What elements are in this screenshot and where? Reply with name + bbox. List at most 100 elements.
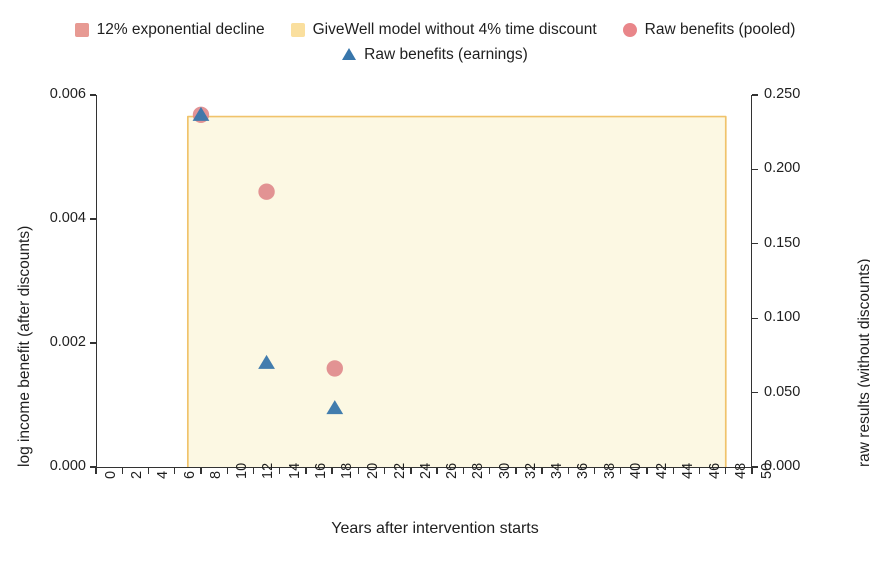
- y-axis-left-tick: [90, 94, 96, 96]
- y-axis-left-tick: [90, 466, 96, 468]
- x-axis-tick-label: 44: [680, 462, 697, 479]
- y-axis-right-spine: [751, 95, 753, 468]
- x-axis-tick-label: 50: [759, 462, 775, 479]
- x-axis-tick: [305, 468, 307, 474]
- legend-label: Raw benefits (pooled): [644, 21, 796, 38]
- x-axis-spine: [96, 467, 753, 469]
- x-axis-tick: [593, 468, 596, 474]
- legend-item-exponential-decline[interactable]: 12% exponential decline: [74, 21, 265, 38]
- x-axis-tick: [252, 468, 255, 474]
- x-axis-tick-label: 48: [732, 462, 749, 479]
- x-axis-tick: [383, 468, 386, 474]
- x-axis-tick-label: 34: [549, 462, 566, 479]
- y-axis-left-tick: [90, 218, 96, 220]
- x-axis-tick-label: 12: [260, 462, 277, 479]
- y-axis-right-tick: [752, 466, 758, 468]
- x-axis-tick-label: 10: [234, 462, 251, 479]
- x-axis-tick: [488, 468, 491, 474]
- x-axis-tick-label: 36: [575, 462, 592, 479]
- x-axis-tick: [646, 468, 648, 474]
- x-axis-tick: [174, 468, 176, 474]
- y-axis-right-tick-label: 0.050: [764, 383, 801, 400]
- triangle-swatch-icon: [342, 48, 357, 61]
- legend-item-givewell-model[interactable]: GiveWell model without 4% time discount: [290, 21, 597, 38]
- y-axis-right-tick-label: 0.000: [764, 458, 801, 474]
- x-axis-tick-label: 30: [496, 462, 513, 479]
- x-axis-title: Years after intervention starts: [331, 520, 539, 537]
- x-axis-tick: [200, 468, 202, 474]
- x-axis-tick: [515, 468, 517, 474]
- y-axis-left-tick-label: 0.000: [49, 458, 86, 474]
- x-axis-tick-label: 2: [129, 470, 146, 479]
- x-axis-tick-label: 32: [522, 462, 539, 479]
- data-point-triangle-3-1[interactable]: [258, 354, 275, 369]
- x-axis-tick: [278, 468, 281, 474]
- x-axis-tick-label: 24: [417, 462, 434, 479]
- x-axis-tick-label: 6: [181, 470, 198, 479]
- plot-area: [96, 95, 752, 467]
- y-axis-left-tick: [90, 342, 96, 344]
- x-axis-tick-label: 26: [444, 462, 461, 479]
- x-axis-tick: [620, 468, 622, 474]
- x-axis-tick-label: 42: [654, 462, 671, 479]
- x-axis-tick-label: 38: [601, 462, 618, 479]
- chart-legend: 12% exponential decline GiveWell model w…: [0, 22, 870, 62]
- y-axis-right-title: raw results (without discounts): [856, 258, 870, 467]
- x-axis-tick: [698, 468, 701, 474]
- x-axis-tick: [95, 468, 97, 474]
- x-axis-tick-label: 40: [627, 462, 644, 479]
- y-axis-right-tick: [752, 243, 758, 245]
- x-axis-tick: [462, 468, 465, 474]
- x-axis-tick-label: 18: [339, 462, 356, 479]
- x-axis-tick: [541, 468, 543, 474]
- y-axis-left-tick-label: 0.002: [49, 334, 86, 350]
- x-axis-tick: [567, 468, 569, 474]
- y-axis-right-tick-label: 0.250: [764, 86, 801, 102]
- x-axis-tick: [672, 468, 674, 474]
- x-axis-tick: [121, 468, 123, 474]
- data-point-circle-2-1[interactable]: [258, 183, 275, 200]
- x-axis-tick: [226, 468, 228, 474]
- y-axis-right-tick-label: 0.100: [764, 309, 801, 326]
- circle-swatch-icon: [622, 22, 637, 37]
- series-area-1: [187, 116, 726, 467]
- x-axis-tick-label: 22: [391, 462, 408, 479]
- square-swatch-icon: [290, 22, 305, 37]
- x-axis-tick-label: 16: [312, 462, 329, 479]
- y-axis-left-spine: [96, 95, 98, 468]
- legend-label: 12% exponential decline: [96, 21, 265, 38]
- series-line-1: [186, 115, 727, 467]
- x-axis-tick: [436, 468, 438, 474]
- x-axis-tick-label: 0: [103, 470, 119, 479]
- x-axis-tick-label: 20: [365, 462, 382, 479]
- plot-canvas: [186, 106, 727, 467]
- x-axis-tick: [410, 468, 412, 474]
- x-axis-tick-label: 8: [207, 470, 224, 479]
- y-axis-right-tick-label: 0.200: [764, 160, 801, 177]
- legend-item-raw-benefits-earnings[interactable]: Raw benefits (earnings): [342, 46, 528, 63]
- x-axis-tick: [147, 468, 150, 474]
- x-axis-tick: [331, 468, 333, 474]
- x-axis-tick: [751, 468, 753, 474]
- data-point-circle-2-2[interactable]: [326, 360, 343, 377]
- legend-label: GiveWell model without 4% time discount: [312, 21, 597, 38]
- y-axis-left-title: log income benefit (after discounts): [16, 225, 33, 467]
- x-axis-tick-label: 14: [286, 462, 303, 479]
- y-axis-right-tick: [752, 391, 758, 394]
- data-point-triangle-3-0[interactable]: [192, 106, 210, 121]
- y-axis-right-tick-label: 0.150: [764, 234, 801, 251]
- data-point-triangle-3-2[interactable]: [326, 400, 344, 415]
- y-axis-left-tick-label: 0.006: [49, 86, 86, 102]
- y-axis-right-tick: [752, 94, 758, 96]
- x-axis-tick-label: 4: [155, 470, 172, 479]
- y-axis-right-tick: [752, 317, 758, 319]
- x-axis-tick-label: 46: [706, 462, 723, 479]
- square-swatch-icon: [74, 22, 89, 37]
- y-axis-right-tick: [752, 168, 758, 171]
- legend-item-raw-benefits-pooled[interactable]: Raw benefits (pooled): [622, 21, 796, 38]
- x-axis-tick: [725, 468, 727, 474]
- x-axis-tick-label: 28: [470, 462, 487, 479]
- y-axis-left-tick-label: 0.004: [49, 210, 86, 226]
- x-axis-tick: [357, 468, 360, 474]
